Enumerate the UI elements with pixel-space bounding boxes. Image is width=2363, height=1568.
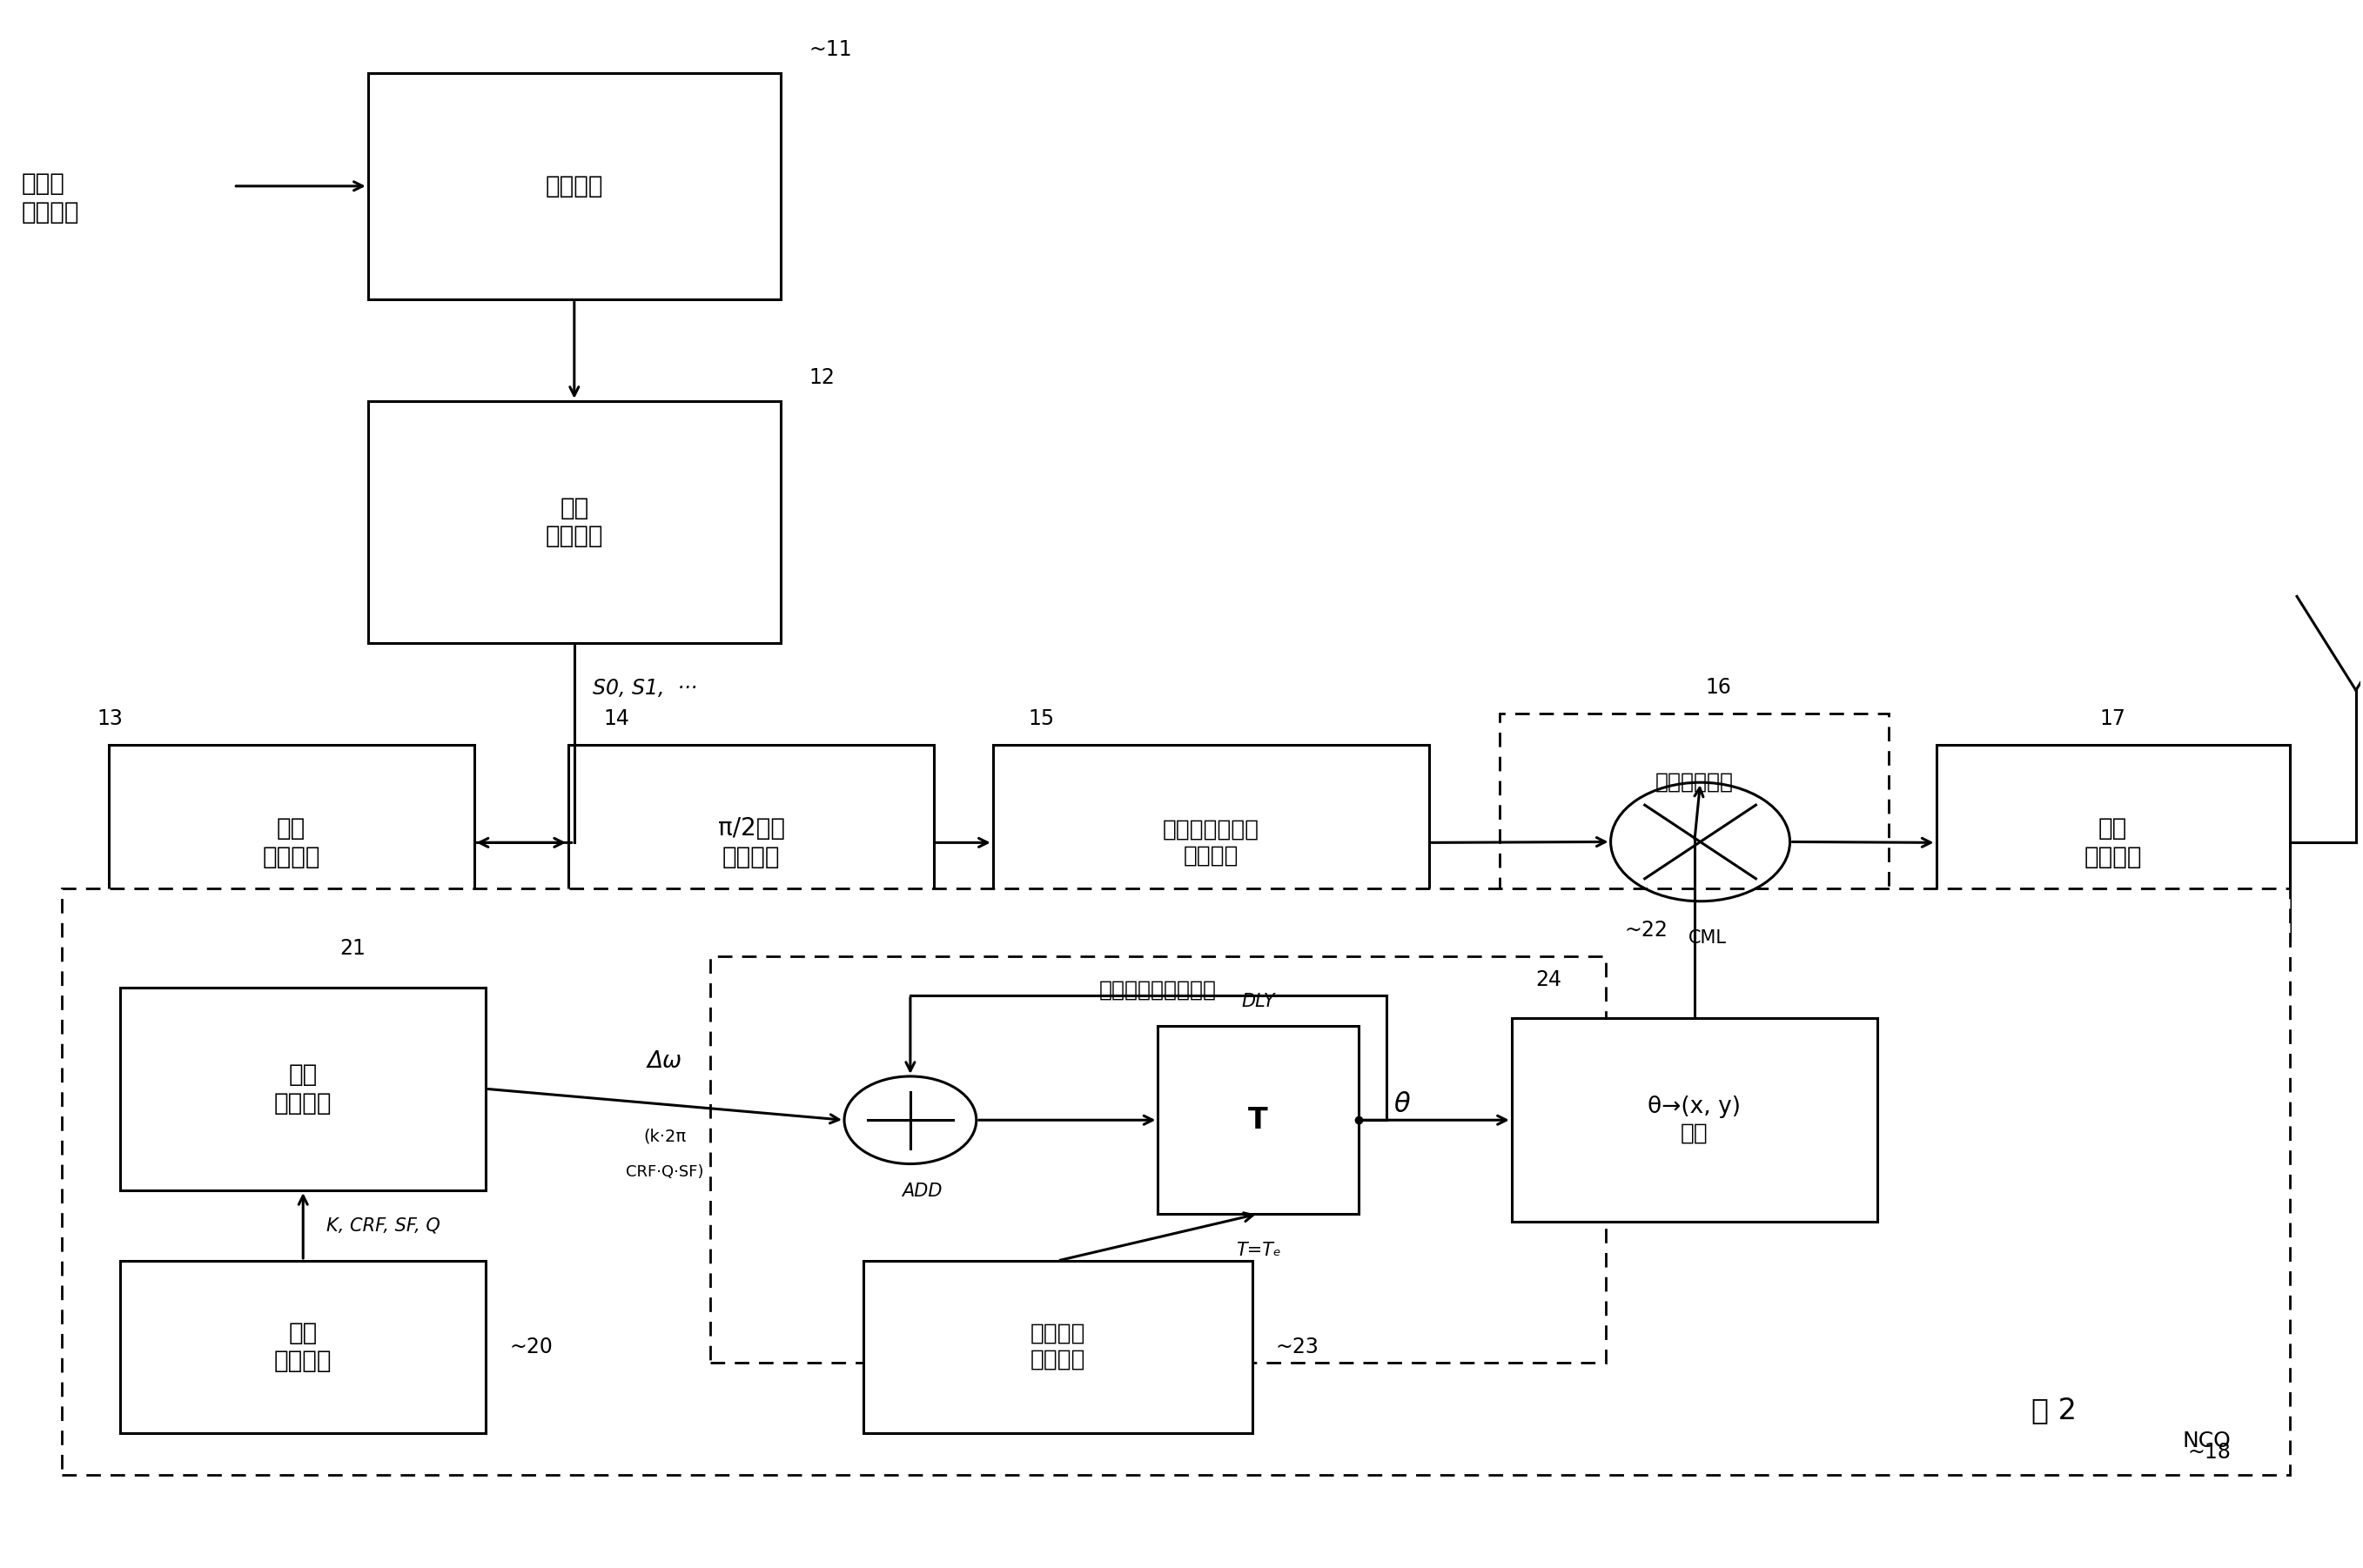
Text: 16: 16	[1706, 677, 1732, 698]
Text: ~22: ~22	[1626, 919, 1668, 941]
Bar	[121, 988, 487, 1190]
Bar	[1935, 745, 2290, 941]
Text: 数据
调制单元: 数据 调制单元	[546, 495, 603, 549]
Text: 码片
划分单元: 码片 划分单元	[262, 817, 321, 869]
Text: 无线
发送单元: 无线 发送单元	[2084, 817, 2141, 869]
Text: 21: 21	[340, 938, 366, 960]
Text: 图 2: 图 2	[2032, 1396, 2077, 1425]
Text: T=Tₑ: T=Tₑ	[1236, 1242, 1281, 1259]
Text: θ: θ	[1394, 1091, 1411, 1116]
Text: NCO: NCO	[2183, 1430, 2231, 1452]
Bar	[61, 889, 2290, 1475]
Bar	[569, 745, 933, 941]
Bar	[121, 1261, 487, 1433]
Text: ~11: ~11	[808, 39, 853, 60]
Text: 旋转相位量设置单元: 旋转相位量设置单元	[1099, 980, 1217, 1000]
Bar	[109, 745, 475, 941]
Text: 相位旋转单元: 相位旋转单元	[1654, 771, 1734, 792]
Text: θ→(x, y)
变换: θ→(x, y) 变换	[1647, 1096, 1742, 1145]
Text: T: T	[1248, 1105, 1269, 1134]
Text: Δω: Δω	[647, 1051, 683, 1073]
Text: ~23: ~23	[1276, 1336, 1319, 1358]
Bar	[369, 72, 780, 299]
Bar	[862, 1261, 1252, 1433]
Text: CML: CML	[1687, 930, 1727, 947]
Text: π/2相位
旋转单元: π/2相位 旋转单元	[718, 817, 785, 869]
Bar	[709, 956, 1607, 1363]
Bar	[992, 745, 1430, 941]
Bar	[1501, 713, 1888, 956]
Text: 参数
设置单元: 参数 设置单元	[274, 1320, 333, 1374]
Text: ADD: ADD	[903, 1182, 943, 1200]
Text: 14: 14	[605, 709, 631, 729]
Text: 信道编码: 信道编码	[546, 174, 603, 198]
Text: ~20: ~20	[510, 1336, 553, 1358]
Bar	[1158, 1027, 1359, 1214]
Text: S0, S1,  ···: S0, S1, ···	[593, 677, 697, 699]
Text: K, CRF, SF, Q: K, CRF, SF, Q	[326, 1217, 440, 1234]
Text: 15: 15	[1028, 709, 1054, 729]
Text: 17: 17	[2101, 709, 2127, 729]
Text: DLY: DLY	[1241, 993, 1276, 1011]
Text: 码片重复和重新
排列单元: 码片重复和重新 排列单元	[1163, 818, 1259, 867]
Text: CRF·Q·SF): CRF·Q·SF)	[626, 1163, 704, 1179]
Text: 24: 24	[1536, 969, 1562, 991]
Text: 12: 12	[808, 367, 834, 389]
Text: 二进制
信息序列: 二进制 信息序列	[21, 171, 80, 224]
Text: 13: 13	[97, 709, 123, 729]
Text: 延迟时间
设置单元: 延迟时间 设置单元	[1030, 1322, 1085, 1370]
Text: (k·2π: (k·2π	[643, 1127, 688, 1145]
Text: ~18: ~18	[2188, 1441, 2231, 1463]
Bar	[1512, 1019, 1876, 1221]
Bar	[369, 401, 780, 643]
Text: 频移
设置单元: 频移 设置单元	[274, 1063, 333, 1115]
